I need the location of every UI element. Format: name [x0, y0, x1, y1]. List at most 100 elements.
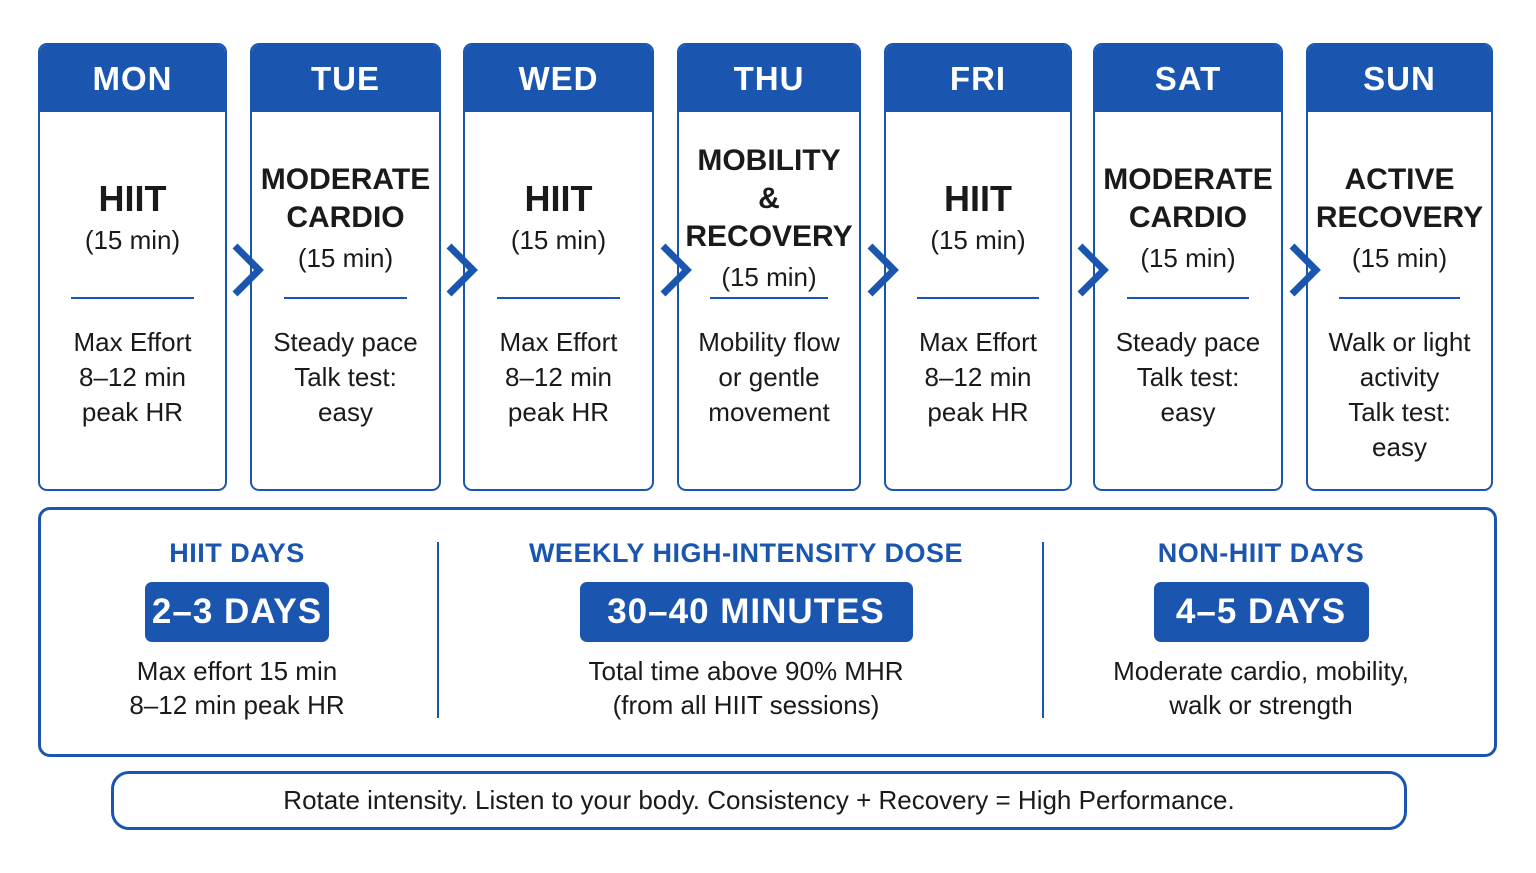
- workout-block: HIIT (15 min): [40, 153, 225, 283]
- workout-title-line: CARDIO: [286, 201, 405, 234]
- detail-line: activity: [1359, 362, 1440, 392]
- summary-separator: [437, 542, 439, 718]
- detail-line: Mobility flow: [698, 327, 840, 357]
- day-card-tue: TUE MODERATE CARDIO (15 min) Steady pace…: [250, 43, 441, 491]
- workout-duration: (15 min): [721, 262, 817, 292]
- summary-description: Moderate cardio, mobility, walk or stren…: [1046, 654, 1476, 722]
- summary-desc-line: Max effort 15 min: [136, 656, 338, 686]
- detail-line: Max Effort: [73, 327, 192, 357]
- workout-duration: (15 min): [510, 225, 607, 255]
- summary-desc-line: Total time above 90% MHR: [588, 656, 904, 686]
- day-header: FRI: [886, 45, 1070, 112]
- card-divider: [709, 297, 829, 299]
- detail-line: Talk test:: [1348, 397, 1451, 427]
- summary-weekly-dose: WEEKLY HIGH-INTENSITY DOSE 30–40 MINUTES…: [441, 510, 1051, 754]
- workout-title-line: HIIT: [944, 178, 1012, 219]
- summary-non-hiit-days: NON-HIIT DAYS 4–5 DAYS Moderate cardio, …: [1046, 510, 1476, 754]
- workout-details: Max Effort 8–12 min peak HR: [469, 325, 648, 430]
- chevron-right-icon: [867, 243, 899, 297]
- workout-title-line: MODERATE: [1103, 163, 1273, 196]
- detail-line: Max Effort: [918, 327, 1037, 357]
- workout-title-line: & RECOVERY: [685, 182, 853, 253]
- detail-line: Steady pace: [273, 327, 418, 357]
- day-card-sat: SAT MODERATE CARDIO (15 min) Steady pace…: [1093, 43, 1283, 491]
- workout-details: Mobility flow or gentle movement: [683, 325, 855, 430]
- detail-line: peak HR: [927, 397, 1029, 427]
- workout-title-line: MOBILITY: [697, 144, 841, 177]
- footer-text: Rotate intensity. Listen to your body. C…: [283, 785, 1235, 815]
- workout-title-line: HIIT: [524, 178, 593, 219]
- workout-block: HIIT (15 min): [886, 153, 1070, 283]
- workout-duration: (15 min): [930, 225, 1026, 255]
- card-divider: [283, 297, 408, 299]
- chevron-right-icon: [660, 243, 692, 297]
- chevron-right-icon: [232, 243, 264, 297]
- workout-block: MODERATE CARDIO (15 min): [252, 153, 439, 283]
- chevron-right-icon: [446, 243, 478, 297]
- detail-line: Talk test:: [1136, 362, 1240, 392]
- summary-separator: [1042, 542, 1044, 718]
- detail-line: 8–12 min: [79, 362, 186, 392]
- summary-value-badge: 2–3 DAYS: [145, 582, 329, 642]
- workout-details: Steady pace Talk test: easy: [256, 325, 435, 430]
- detail-line: or gentle: [718, 362, 820, 392]
- detail-line: peak HR: [81, 397, 184, 427]
- workout-title: MODERATE CARDIO: [1103, 161, 1272, 237]
- detail-line: 8–12 min: [505, 362, 612, 392]
- detail-line: peak HR: [507, 397, 610, 427]
- summary-panel: HIIT DAYS 2–3 DAYS Max effort 15 min 8–1…: [38, 507, 1497, 757]
- chevron-right-icon: [1289, 243, 1321, 297]
- card-divider: [71, 297, 194, 299]
- day-card-sun: SUN ACTIVE RECOVERY (15 min) Walk or lig…: [1306, 43, 1493, 491]
- day-header: THU: [679, 45, 859, 112]
- workout-duration: (15 min): [84, 225, 181, 255]
- summary-desc-line: 8–12 min peak HR: [129, 690, 345, 720]
- card-divider: [1126, 297, 1250, 299]
- detail-line: easy: [318, 397, 373, 427]
- detail-line: 8–12 min: [924, 362, 1032, 392]
- day-card-wed: WED HIIT (15 min) Max Effort 8–12 min pe…: [463, 43, 654, 491]
- workout-title: MODERATE CARDIO: [261, 161, 430, 237]
- day-header: SAT: [1095, 45, 1281, 112]
- day-header: TUE: [252, 45, 439, 112]
- card-divider: [496, 297, 621, 299]
- day-header: SUN: [1308, 45, 1491, 112]
- day-header: MON: [40, 45, 225, 112]
- summary-value-badge: 4–5 DAYS: [1153, 582, 1369, 642]
- footer-banner: Rotate intensity. Listen to your body. C…: [111, 771, 1407, 830]
- workout-duration: (15 min): [1140, 243, 1236, 273]
- workout-title-line: RECOVERY: [1315, 201, 1484, 234]
- chevron-right-icon: [1077, 243, 1109, 297]
- workout-block: ACTIVE RECOVERY (15 min): [1308, 153, 1491, 283]
- summary-desc-line: Moderate cardio, mobility,: [1113, 656, 1409, 686]
- detail-line: Max Effort: [499, 327, 618, 357]
- day-card-thu: THU MOBILITY & RECOVERY (15 min) Mobilit…: [677, 43, 861, 491]
- summary-label: NON-HIIT DAYS: [1157, 538, 1365, 568]
- workout-details: Walk or light activity Talk test: easy: [1312, 325, 1487, 465]
- day-card-fri: FRI HIIT (15 min) Max Effort 8–12 min pe…: [884, 43, 1072, 491]
- workout-details: Max Effort 8–12 min peak HR: [890, 325, 1066, 430]
- detail-line: Walk or light: [1328, 327, 1471, 357]
- detail-line: easy: [1160, 397, 1216, 427]
- workout-title: MOBILITY & RECOVERY: [679, 142, 859, 256]
- summary-hiit-days: HIIT DAYS 2–3 DAYS Max effort 15 min 8–1…: [41, 510, 433, 754]
- summary-desc-line: walk or strength: [1169, 690, 1353, 720]
- workout-title: HIIT: [525, 179, 593, 219]
- summary-value-badge: 30–40 MINUTES: [579, 582, 913, 642]
- day-card-mon: MON HIIT (15 min) Max Effort 8–12 min pe…: [38, 43, 227, 491]
- workout-title: HIIT: [99, 179, 167, 219]
- card-divider: [917, 297, 1039, 299]
- detail-line: Steady pace: [1115, 327, 1261, 357]
- workout-details: Steady pace Talk test: easy: [1099, 325, 1277, 430]
- workout-block: HIIT (15 min): [465, 153, 652, 283]
- day-header: WED: [465, 45, 652, 112]
- summary-description: Max effort 15 min 8–12 min peak HR: [41, 654, 433, 722]
- summary-label: HIIT DAYS: [169, 538, 305, 568]
- workout-title: ACTIVE RECOVERY: [1316, 161, 1483, 237]
- workout-title-line: HIIT: [98, 178, 167, 219]
- workout-details: Max Effort 8–12 min peak HR: [44, 325, 221, 430]
- workout-title-line: ACTIVE: [1344, 163, 1455, 196]
- workout-block: MOBILITY & RECOVERY (15 min): [679, 144, 859, 292]
- detail-line: movement: [708, 397, 830, 427]
- workout-title: HIIT: [944, 179, 1012, 219]
